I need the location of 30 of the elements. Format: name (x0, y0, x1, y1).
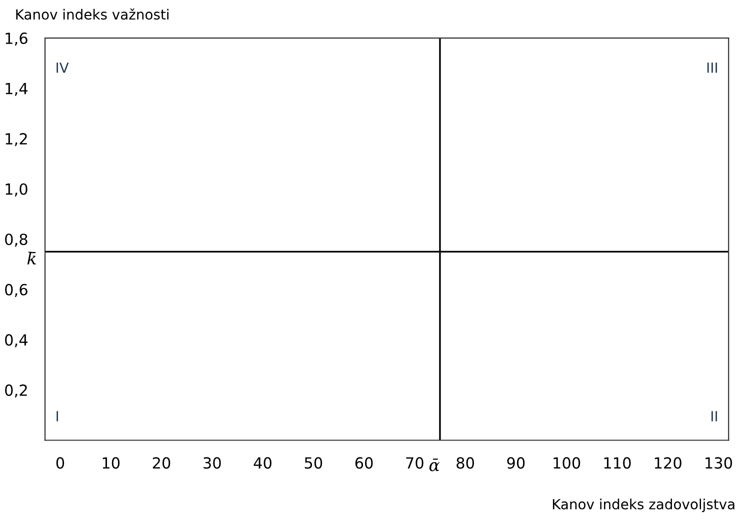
y-tick-label: 0,6 (5, 284, 28, 297)
x-tick-label: 120 (654, 457, 682, 469)
y-tick-label: 1,4 (6, 82, 28, 96)
x-tick-label: 130 (706, 457, 732, 469)
x-tick-label: 80 (456, 457, 474, 469)
x-tick-label: 70 (406, 457, 424, 469)
annotation: II (712, 411, 717, 422)
y-axis-title: Kanov indeks važnosti (16, 8, 168, 20)
annotation: I (56, 411, 58, 422)
annotation: IV (56, 62, 69, 73)
y-tick-label: 0,4 (5, 334, 28, 348)
x-tick-label: 90 (507, 457, 525, 469)
x-axis-title: Kanov indeks zadovoljstva (552, 498, 734, 512)
x-tick-label: 10 (102, 457, 120, 469)
x-tick-label: 0 (56, 457, 64, 469)
x-tick-label: 110 (604, 457, 631, 469)
annotation: III (707, 62, 717, 73)
x-tick-label: 20 (152, 457, 170, 469)
x-tick-label: 60 (355, 457, 373, 469)
x-tick-label: 30 (204, 457, 221, 469)
x-tick-label: 50 (304, 457, 322, 469)
ref-line-label: k̄ (27, 252, 36, 264)
x-tick-label: 100 (554, 457, 580, 469)
y-tick-label: 0,8 (5, 234, 28, 247)
y-tick-label: 1,0 (6, 183, 28, 196)
x-tick-label: 40 (254, 457, 272, 469)
y-tick-label: 1,6 (6, 32, 28, 46)
y-tick-label: 0,2 (5, 384, 27, 398)
y-tick-label: 1,2 (6, 133, 27, 146)
ref-line-label: ᾱ (429, 458, 440, 472)
